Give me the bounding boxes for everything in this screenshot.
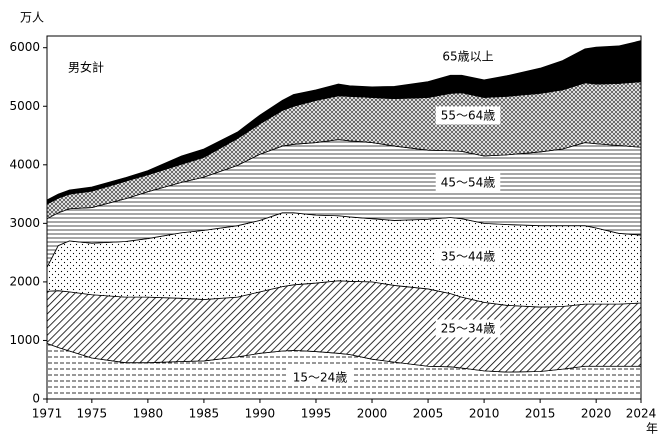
series-label: 45～54歳: [441, 176, 496, 190]
y-tick-label: 0: [32, 392, 40, 406]
x-unit: 年: [646, 422, 658, 436]
series-label: 65歳以上: [442, 50, 493, 64]
y-tick-label: 5000: [9, 99, 40, 113]
series-label: 55～64歳: [441, 109, 496, 123]
x-tick-label: 2020: [581, 407, 612, 421]
annotation: 男女計: [68, 60, 104, 75]
x-tick-label: 2015: [525, 407, 556, 421]
label-box: [435, 247, 501, 266]
plot-frame: [46, 35, 642, 400]
y-tick-label: 3000: [9, 216, 40, 230]
x-tick-label: 1975: [77, 407, 108, 421]
series-label: 25～34歳: [441, 322, 496, 336]
label-box: [287, 368, 353, 387]
x-tick-label: 2005: [413, 407, 444, 421]
x-tick-label: 2010: [469, 407, 500, 421]
y-tick-label: 4000: [9, 157, 40, 171]
series-label: 15～24歳: [293, 371, 348, 385]
x-tick-label: 1995: [301, 407, 332, 421]
series-label: 35～44歳: [441, 250, 496, 264]
y-tick-label: 1000: [9, 333, 40, 347]
x-tick-label: 1990: [245, 407, 276, 421]
label-box: [435, 319, 501, 338]
x-tick-label: 2024: [626, 407, 657, 421]
label-box: [435, 106, 501, 125]
y-tick-label: 2000: [9, 274, 40, 288]
x-tick-label: 1971: [32, 407, 63, 421]
x-tick-label: 1985: [189, 407, 220, 421]
x-tick-label: 1980: [133, 407, 164, 421]
y-tick-label: 6000: [9, 40, 40, 54]
label-box: [435, 173, 501, 192]
y-axis-label: 万人: [20, 11, 44, 25]
x-tick-label: 2000: [357, 407, 388, 421]
